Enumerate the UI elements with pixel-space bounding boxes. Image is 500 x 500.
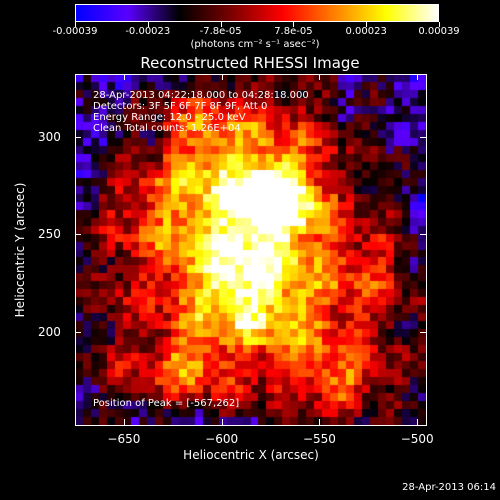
detectors-text: Detectors: 3F 5F 6F 7F 8F 9F, Att 0 xyxy=(93,101,268,112)
heatmap-image xyxy=(76,75,426,425)
colorbar-tick xyxy=(147,22,149,27)
colorbar-tick-label: 0.00039 xyxy=(418,26,460,37)
x-tick-mark xyxy=(123,419,125,425)
y-tick-mark xyxy=(420,234,426,236)
image-plot: 28-Apr-2013 04:22:18.000 to 04:28:18.000… xyxy=(75,74,427,426)
x-tick-mark xyxy=(417,74,419,80)
peak-position-text: Position of Peak = [-567,262] xyxy=(93,398,240,409)
colorbar-tick-label: 7.8e-05 xyxy=(274,26,313,37)
x-tick-mark xyxy=(123,74,125,80)
clean-counts-text: Clean Total counts: 1.26E+04 xyxy=(93,123,241,134)
plot-title: Reconstructed RHESSI Image xyxy=(140,54,360,72)
colorbar-tick-label: -0.00039 xyxy=(52,26,98,37)
colorbar-tick xyxy=(75,22,76,27)
x-tick-mark xyxy=(221,74,223,80)
y-tick-mark xyxy=(75,234,81,236)
colorbar-tick-label: -7.8e-05 xyxy=(199,26,242,37)
x-tick-mark xyxy=(319,419,321,425)
y-tick-label: 300 xyxy=(38,129,61,144)
y-tick-mark xyxy=(75,136,81,138)
x-tick-label: −500 xyxy=(400,432,434,446)
timestamp: 28-Apr-2013 06:14 xyxy=(402,482,496,493)
colorbar-tick xyxy=(293,22,295,27)
y-axis-label: Heliocentric Y (arcsec) xyxy=(13,182,27,318)
colorbar-tick xyxy=(220,22,222,27)
x-tick-mark xyxy=(221,419,223,425)
y-tick-label: 200 xyxy=(38,325,61,340)
x-tick-label: −600 xyxy=(205,432,239,446)
colorbar xyxy=(75,4,439,22)
x-axis-label: Heliocentric X (arcsec) xyxy=(183,448,319,462)
y-tick-mark xyxy=(420,332,426,334)
colorbar-tick xyxy=(366,22,368,27)
colorbar-tick-label: -0.00023 xyxy=(125,26,171,37)
colorbar-tick xyxy=(439,22,440,27)
colorbar-units: (photons cm⁻² s⁻¹ asec⁻²) xyxy=(190,39,320,50)
energy-range-text: Energy Range: 12.0 - 25.0 keV xyxy=(93,112,246,123)
x-tick-label: −650 xyxy=(107,432,141,446)
x-tick-label: −550 xyxy=(302,432,336,446)
colorbar-tick-label: 0.00023 xyxy=(345,26,387,37)
y-tick-label: 250 xyxy=(38,227,61,242)
x-tick-mark xyxy=(319,74,321,80)
y-tick-mark xyxy=(420,136,426,138)
x-tick-mark xyxy=(417,419,419,425)
time-range-text: 28-Apr-2013 04:22:18.000 to 04:28:18.000 xyxy=(93,90,309,101)
y-tick-mark xyxy=(75,332,81,334)
